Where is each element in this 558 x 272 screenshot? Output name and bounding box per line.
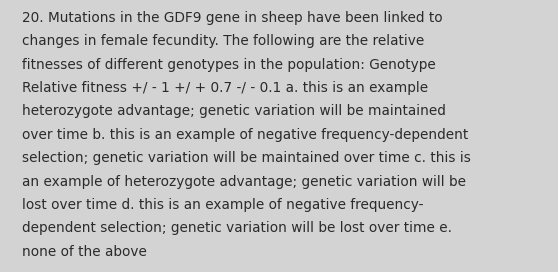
Text: over time b. this is an example of negative frequency-dependent: over time b. this is an example of negat… — [22, 128, 469, 142]
Text: an example of heterozygote advantage; genetic variation will be: an example of heterozygote advantage; ge… — [22, 175, 466, 188]
Text: fitnesses of different genotypes in the population: Genotype: fitnesses of different genotypes in the … — [22, 58, 436, 72]
Text: changes in female fecundity. The following are the relative: changes in female fecundity. The followi… — [22, 34, 425, 48]
Text: 20. Mutations in the GDF9 gene in sheep have been linked to: 20. Mutations in the GDF9 gene in sheep … — [22, 11, 443, 25]
Text: dependent selection; genetic variation will be lost over time e.: dependent selection; genetic variation w… — [22, 221, 453, 235]
Text: none of the above: none of the above — [22, 245, 147, 259]
Text: heterozygote advantage; genetic variation will be maintained: heterozygote advantage; genetic variatio… — [22, 104, 446, 118]
Text: lost over time d. this is an example of negative frequency-: lost over time d. this is an example of … — [22, 198, 424, 212]
Text: selection; genetic variation will be maintained over time c. this is: selection; genetic variation will be mai… — [22, 151, 471, 165]
Text: Relative fitness +/ - 1 +/ + 0.7 -/ - 0.1 a. this is an example: Relative fitness +/ - 1 +/ + 0.7 -/ - 0.… — [22, 81, 429, 95]
